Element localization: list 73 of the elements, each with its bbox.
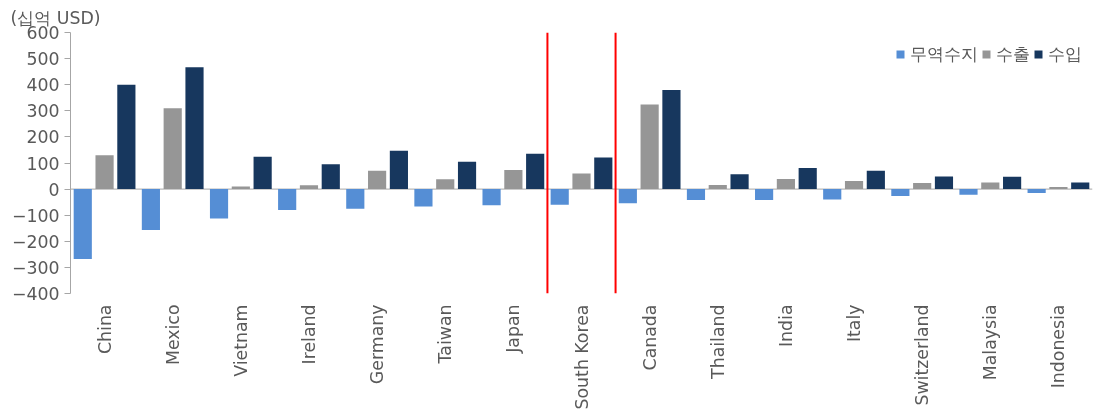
x-tick-label: Malaysia (980, 304, 1001, 381)
bar (640, 104, 659, 190)
bar (346, 189, 365, 209)
bar (414, 189, 433, 207)
bar (844, 181, 864, 190)
bar (278, 189, 297, 210)
bar (798, 167, 817, 190)
bar (253, 156, 272, 190)
bar (163, 108, 182, 190)
bar (662, 89, 681, 190)
bar (730, 174, 749, 190)
y-tick-label: 300 (26, 101, 60, 122)
bar (1027, 189, 1046, 194)
y-tick-label: 100 (26, 153, 60, 174)
x-tick-label: Japan (503, 304, 524, 354)
bar (73, 189, 92, 260)
y-tick-label: −400 (11, 284, 60, 304)
x-tick-label: Italy (844, 304, 865, 343)
bar (686, 189, 706, 201)
x-tick-label: Switzerland (912, 304, 933, 406)
bar (755, 189, 774, 201)
x-tick-label: South Korea (571, 304, 592, 410)
bar (389, 150, 408, 190)
bar (776, 178, 795, 190)
bar (866, 170, 885, 190)
bar (708, 184, 727, 190)
y-tick-label: −100 (11, 205, 60, 226)
x-tick-label: Mexico (162, 304, 183, 365)
x-tick-label: India (775, 304, 796, 348)
y-tick-label: 400 (26, 75, 60, 96)
bar (457, 161, 477, 190)
bar (299, 185, 319, 190)
bar (436, 179, 455, 190)
y-tick-label: 0 (48, 179, 60, 200)
legend-label: 수출 (996, 43, 1030, 66)
bar (959, 189, 978, 195)
x-tick-label: Ireland (298, 304, 319, 365)
y-tick-label: −200 (11, 231, 60, 252)
y-tick-label: 500 (26, 49, 60, 70)
bar (95, 155, 114, 190)
bar (321, 164, 340, 190)
x-tick-label: Thailand (707, 304, 728, 380)
x-tick-label: China (94, 304, 115, 354)
bar (823, 189, 842, 200)
bar (1071, 182, 1090, 190)
bar (891, 189, 910, 196)
x-tick-label: Indonesia (1048, 304, 1069, 389)
bar (550, 189, 569, 205)
bar (934, 176, 954, 190)
bar (594, 157, 613, 190)
x-tick-label: Canada (639, 304, 660, 371)
bar (141, 189, 160, 231)
bar (231, 186, 250, 190)
x-tick-label: Vietnam (230, 304, 251, 377)
x-tick-label: Taiwan (435, 304, 456, 365)
legend-label: 수입 (1048, 43, 1082, 66)
bar (526, 153, 545, 190)
bar (482, 189, 501, 206)
bar (913, 183, 932, 190)
x-tick-label: Germany (367, 304, 388, 385)
bar (1049, 187, 1068, 190)
bar (981, 182, 1000, 190)
bar (368, 170, 387, 190)
y-tick-label: 200 (26, 127, 60, 148)
legend-label: 무역수지 (910, 43, 978, 66)
bar (504, 170, 523, 190)
bar (1003, 176, 1022, 190)
bar (572, 173, 591, 190)
bar (618, 189, 637, 204)
bar (185, 67, 204, 190)
bar (117, 84, 136, 190)
y-tick-label: −300 (11, 257, 60, 278)
bar (209, 189, 229, 219)
